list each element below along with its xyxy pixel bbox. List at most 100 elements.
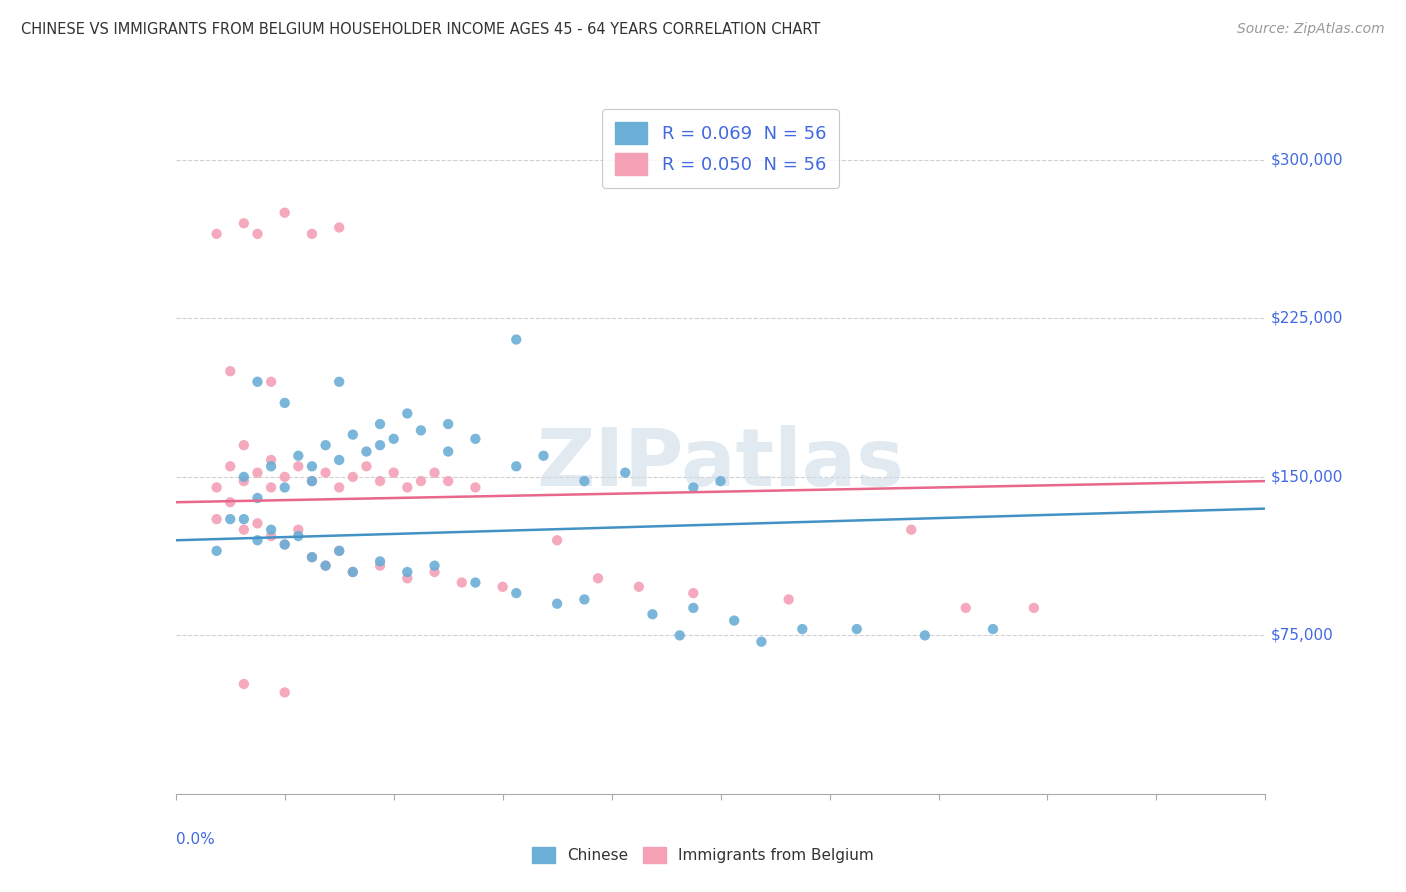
Point bbox=[287, 449, 309, 463]
Point bbox=[546, 533, 568, 548]
Point bbox=[627, 580, 650, 594]
Point bbox=[232, 438, 254, 452]
Point bbox=[505, 586, 527, 600]
Point bbox=[232, 523, 254, 537]
Point bbox=[205, 227, 228, 241]
Point bbox=[409, 474, 432, 488]
Point bbox=[368, 417, 391, 431]
Point bbox=[301, 550, 323, 565]
Point bbox=[845, 622, 868, 636]
Point bbox=[260, 529, 283, 543]
Point bbox=[260, 375, 283, 389]
Point bbox=[778, 592, 800, 607]
Point bbox=[342, 427, 364, 442]
Point bbox=[437, 444, 460, 458]
Point bbox=[356, 459, 378, 474]
Point bbox=[342, 565, 364, 579]
Point bbox=[450, 575, 472, 590]
Point bbox=[914, 628, 936, 642]
Point bbox=[668, 628, 690, 642]
Point bbox=[546, 597, 568, 611]
Point bbox=[437, 417, 460, 431]
Point bbox=[301, 459, 323, 474]
Point bbox=[614, 466, 637, 480]
Point bbox=[751, 634, 773, 648]
Point bbox=[955, 601, 977, 615]
Point bbox=[219, 459, 242, 474]
Point bbox=[792, 622, 814, 636]
Point bbox=[246, 533, 269, 548]
Point bbox=[246, 375, 269, 389]
Point bbox=[396, 565, 419, 579]
Point bbox=[260, 480, 283, 494]
Point bbox=[274, 685, 297, 699]
Text: ZIPatlas: ZIPatlas bbox=[537, 425, 904, 503]
Point bbox=[437, 474, 460, 488]
Legend: R = 0.069  N = 56, R = 0.050  N = 56: R = 0.069 N = 56, R = 0.050 N = 56 bbox=[602, 109, 839, 187]
Point bbox=[232, 470, 254, 484]
Point bbox=[274, 205, 297, 219]
Point bbox=[205, 512, 228, 526]
Point bbox=[900, 523, 922, 537]
Point bbox=[246, 491, 269, 505]
Point bbox=[232, 216, 254, 230]
Point bbox=[1022, 601, 1045, 615]
Legend: Chinese, Immigrants from Belgium: Chinese, Immigrants from Belgium bbox=[524, 839, 882, 871]
Point bbox=[492, 580, 515, 594]
Point bbox=[641, 607, 664, 622]
Point bbox=[287, 529, 309, 543]
Point bbox=[464, 480, 486, 494]
Point bbox=[219, 495, 242, 509]
Point bbox=[246, 516, 269, 531]
Point bbox=[232, 474, 254, 488]
Text: $300,000: $300,000 bbox=[1271, 153, 1343, 168]
Point bbox=[205, 544, 228, 558]
Text: $75,000: $75,000 bbox=[1271, 628, 1334, 643]
Point bbox=[315, 438, 337, 452]
Point bbox=[274, 470, 297, 484]
Point bbox=[328, 480, 350, 494]
Point bbox=[368, 438, 391, 452]
Point bbox=[219, 512, 242, 526]
Point bbox=[328, 544, 350, 558]
Point bbox=[464, 575, 486, 590]
Point bbox=[368, 558, 391, 573]
Point bbox=[342, 565, 364, 579]
Point bbox=[287, 459, 309, 474]
Point bbox=[368, 474, 391, 488]
Point bbox=[423, 466, 446, 480]
Point bbox=[382, 432, 405, 446]
Point bbox=[301, 550, 323, 565]
Point bbox=[328, 375, 350, 389]
Point bbox=[328, 453, 350, 467]
Point bbox=[586, 571, 609, 585]
Point bbox=[287, 523, 309, 537]
Point bbox=[423, 558, 446, 573]
Point bbox=[328, 220, 350, 235]
Point bbox=[328, 544, 350, 558]
Point bbox=[301, 474, 323, 488]
Point bbox=[409, 423, 432, 437]
Text: $150,000: $150,000 bbox=[1271, 469, 1343, 484]
Point bbox=[396, 407, 419, 421]
Text: CHINESE VS IMMIGRANTS FROM BELGIUM HOUSEHOLDER INCOME AGES 45 - 64 YEARS CORRELA: CHINESE VS IMMIGRANTS FROM BELGIUM HOUSE… bbox=[21, 22, 821, 37]
Point bbox=[274, 537, 297, 551]
Text: Source: ZipAtlas.com: Source: ZipAtlas.com bbox=[1237, 22, 1385, 37]
Point bbox=[246, 227, 269, 241]
Point bbox=[682, 586, 704, 600]
Point bbox=[260, 459, 283, 474]
Text: $225,000: $225,000 bbox=[1271, 311, 1343, 326]
Point bbox=[274, 537, 297, 551]
Point bbox=[260, 453, 283, 467]
Point bbox=[301, 227, 323, 241]
Point bbox=[981, 622, 1004, 636]
Point bbox=[315, 558, 337, 573]
Point bbox=[356, 444, 378, 458]
Point bbox=[396, 571, 419, 585]
Point bbox=[505, 333, 527, 347]
Point bbox=[464, 432, 486, 446]
Point bbox=[274, 396, 297, 410]
Point bbox=[423, 565, 446, 579]
Point bbox=[533, 449, 555, 463]
Point bbox=[301, 474, 323, 488]
